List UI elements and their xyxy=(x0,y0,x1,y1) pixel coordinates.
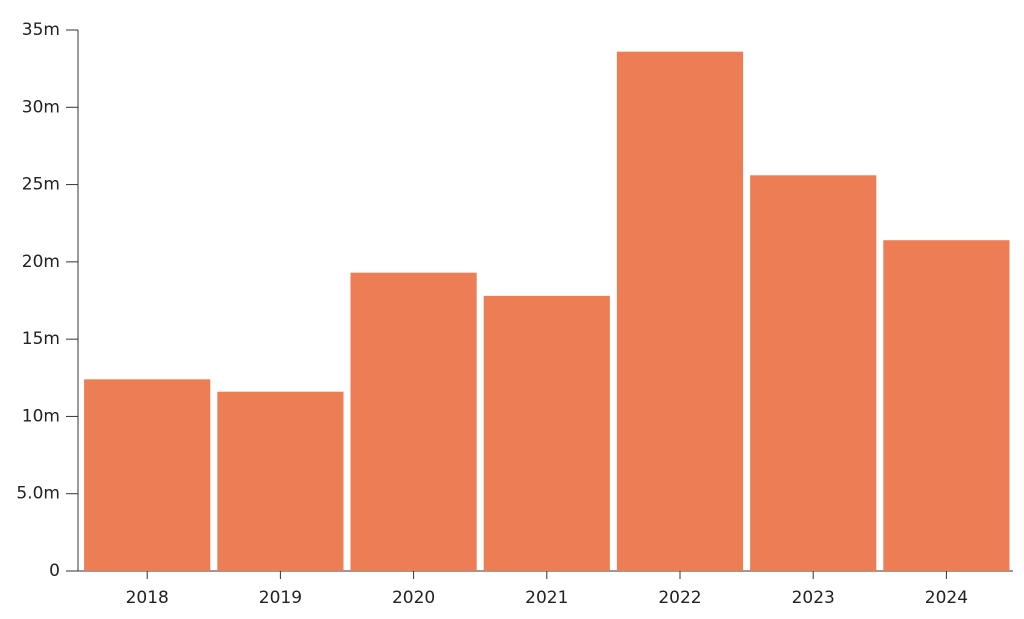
y-tick-label: 15m xyxy=(22,329,60,349)
y-tick-label: 5.0m xyxy=(16,484,60,504)
y-tick-label: 10m xyxy=(22,406,60,426)
bar xyxy=(84,379,211,571)
y-tick-label: 30m xyxy=(22,97,60,117)
x-tick-label: 2023 xyxy=(792,588,835,608)
y-tick-label: 35m xyxy=(22,20,60,40)
x-tick-label: 2021 xyxy=(525,588,568,608)
x-tick-label: 2022 xyxy=(658,588,701,608)
x-tick-label: 2024 xyxy=(925,588,968,608)
y-tick-label: 25m xyxy=(22,175,60,195)
bar xyxy=(750,175,877,571)
bar xyxy=(616,51,744,571)
bar xyxy=(883,240,1010,571)
bar xyxy=(483,295,610,571)
bar xyxy=(350,272,477,571)
x-tick-label: 2018 xyxy=(126,588,169,608)
bar xyxy=(217,391,344,571)
y-tick-label: 20m xyxy=(22,252,60,272)
y-tick-label: 0 xyxy=(49,561,60,581)
x-tick-label: 2020 xyxy=(392,588,435,608)
x-tick-label: 2019 xyxy=(259,588,302,608)
